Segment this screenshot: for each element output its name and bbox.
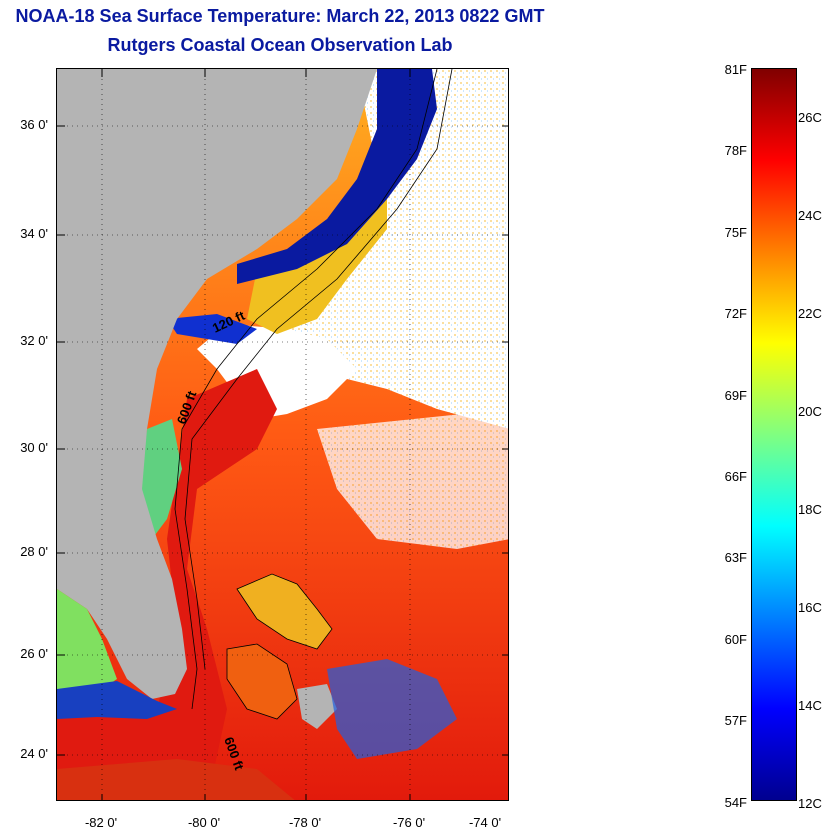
- gulf-stream: [57, 369, 277, 800]
- colorbar-c-18: 18C: [798, 502, 822, 517]
- colorbar-f-60: 60F: [724, 632, 747, 647]
- land-us: [57, 69, 377, 699]
- colorbar-c-20: 20C: [798, 404, 822, 419]
- lat-label-34: 34 0': [20, 226, 48, 241]
- bahamas-bank-2: [227, 644, 297, 719]
- bahamas-bank-1: [237, 574, 332, 649]
- lat-label-32: 32 0': [20, 333, 48, 348]
- cloud-north: [267, 69, 508, 429]
- colorbar-f-69: 69F: [724, 388, 747, 403]
- colorbar-f-72: 72F: [724, 306, 747, 321]
- cold-coastal-north: [237, 69, 437, 284]
- colorbar-f-63: 63F: [724, 550, 747, 565]
- lat-label-24: 24 0': [20, 746, 48, 761]
- map-subtitle: Rutgers Coastal Ocean Observation Lab: [107, 35, 453, 55]
- colorbar-f-66: 66F: [724, 469, 747, 484]
- sst-map-canvas: 120 ft 600 ft 600 ft: [57, 69, 508, 800]
- lat-label-36: 36 0': [20, 117, 48, 132]
- lat-label-26: 26 0': [20, 646, 48, 661]
- colorbar-c-26: 26C: [798, 110, 822, 125]
- cloud-central: [197, 324, 357, 419]
- coastal-green: [137, 419, 182, 539]
- lon-label-82: -82 0': [84, 815, 118, 830]
- colorbar-c-24: 24C: [798, 208, 822, 223]
- lon-label-78: -78 0': [288, 815, 322, 830]
- contours: [174, 69, 453, 720]
- bahamas-cold: [327, 659, 457, 759]
- cloud-speckled-east: [317, 409, 508, 549]
- colorbar-c-22: 22C: [798, 306, 822, 321]
- lat-label-28: 28 0': [20, 544, 48, 559]
- lon-label-76: -76 0': [392, 815, 426, 830]
- keys-cold: [57, 681, 177, 719]
- colorbar-f-78: 78F: [724, 143, 747, 158]
- bahamas-island: [297, 684, 337, 729]
- colorbar-f-57: 57F: [724, 713, 747, 728]
- temperature-colorbar: [751, 68, 797, 801]
- sst-map: 120 ft 600 ft 600 ft: [56, 68, 509, 801]
- colorbar-c-12: 12C: [798, 796, 822, 811]
- colorbar-f-75: 75F: [724, 225, 747, 240]
- lat-label-30: 30 0': [20, 440, 48, 455]
- map-title: NOAA-18 Sea Surface Temperature: March 2…: [15, 6, 545, 26]
- cold-coastal-mid: [167, 314, 257, 344]
- gridlines: [57, 69, 508, 800]
- lon-label-80: -80 0': [187, 815, 221, 830]
- cuba-land: [57, 759, 295, 800]
- colorbar-c-16: 16C: [798, 600, 822, 615]
- lon-label-74: -74 0': [468, 815, 502, 830]
- colorbar-f-54: 54F: [724, 795, 747, 810]
- colorbar-c-14: 14C: [798, 698, 822, 713]
- colorbar-f-81: 81F: [724, 62, 747, 77]
- map-ticks: [57, 69, 508, 800]
